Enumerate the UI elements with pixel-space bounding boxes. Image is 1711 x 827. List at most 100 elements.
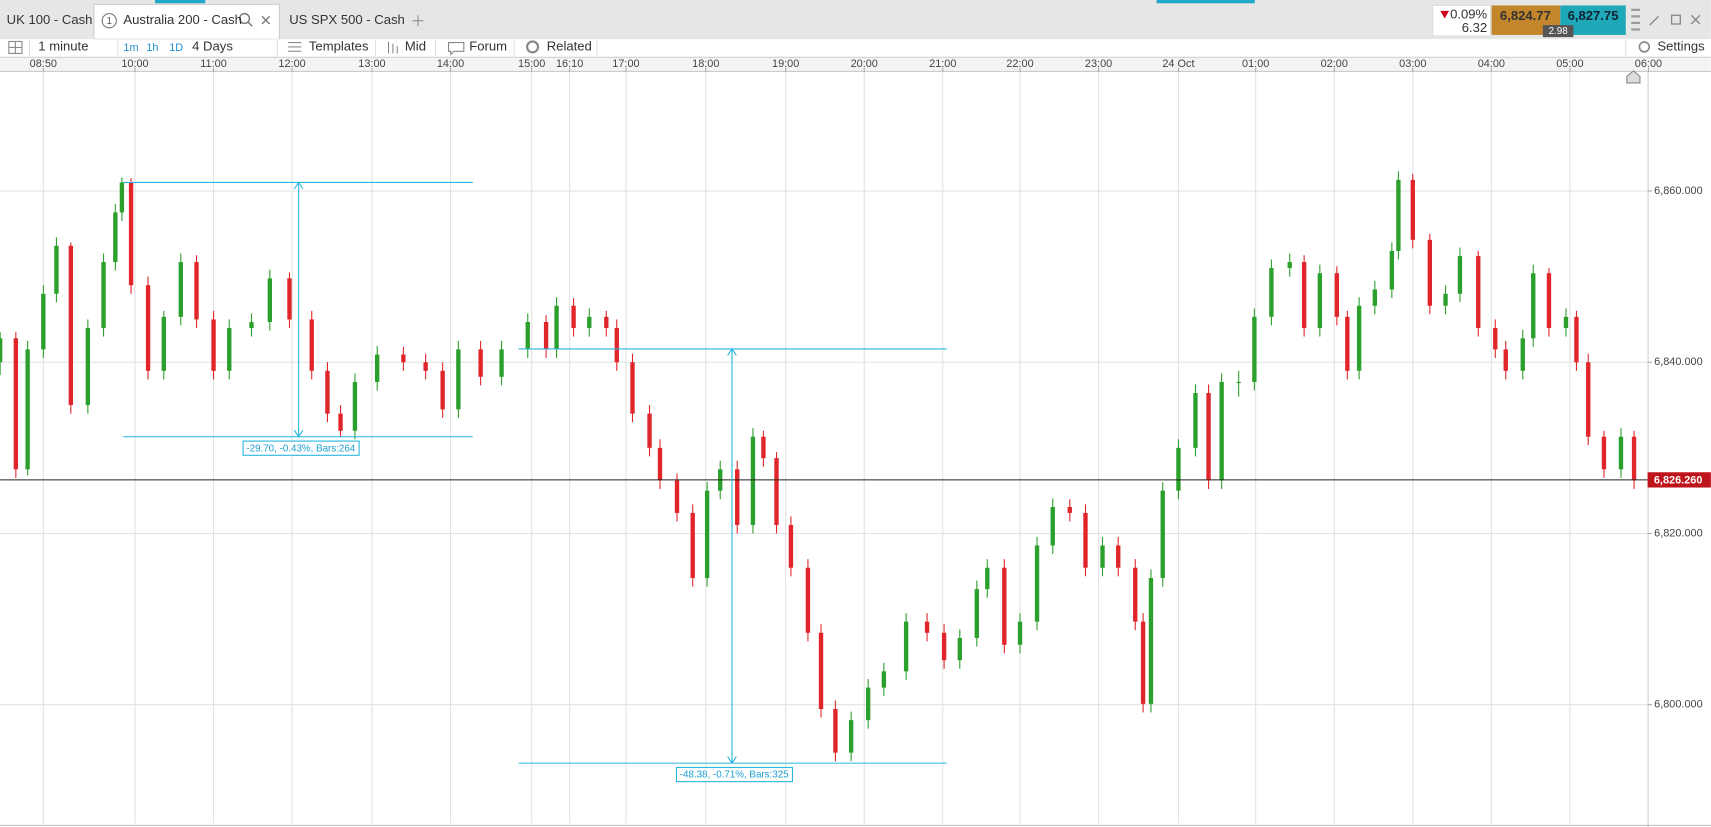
sell-price[interactable]: 6,824.77 xyxy=(1500,8,1551,23)
candle-body xyxy=(1100,545,1105,568)
candle-body xyxy=(101,262,106,329)
candle-body xyxy=(1503,349,1508,371)
candle-body xyxy=(1160,490,1165,579)
candle-body xyxy=(1601,436,1607,470)
scroll-home[interactable] xyxy=(1626,70,1641,84)
scroll-handles xyxy=(1631,8,1640,31)
candle-body xyxy=(161,316,166,371)
candle-body xyxy=(554,305,559,350)
candle-body xyxy=(1410,179,1415,240)
candle-body xyxy=(1219,381,1224,481)
x-tick-label: 03:00 xyxy=(1399,58,1426,70)
candle-body xyxy=(1317,273,1323,329)
window-controls[interactable] xyxy=(1649,14,1701,26)
layout-icon[interactable] xyxy=(8,40,23,55)
related-icon[interactable] xyxy=(526,40,540,54)
candle-body xyxy=(1618,436,1624,470)
toolbar-button[interactable]: Related xyxy=(547,38,592,53)
tab-badge-ring xyxy=(101,13,117,29)
candle-body xyxy=(85,328,91,406)
x-tick-label: 18:00 xyxy=(692,58,719,70)
candle-body xyxy=(1457,256,1463,294)
x-tick-label: 05:00 xyxy=(1556,58,1583,70)
candle-body xyxy=(614,328,619,363)
candle-body xyxy=(1427,239,1432,306)
settings[interactable]: Settings xyxy=(1657,38,1705,53)
candle-body xyxy=(1002,567,1007,645)
x-tick-label: 06:00 xyxy=(1635,58,1662,70)
candle-body xyxy=(456,349,461,410)
candle-body xyxy=(1443,293,1448,306)
down-arrow xyxy=(1440,10,1450,19)
buy-price[interactable]: 6,827.75 xyxy=(1568,8,1619,23)
candle-body xyxy=(113,212,118,263)
settings-icon[interactable] xyxy=(1638,41,1651,53)
candle-body xyxy=(1206,393,1211,481)
candle-body xyxy=(309,319,314,371)
period[interactable]: 1h xyxy=(146,42,158,54)
candle-body xyxy=(657,447,663,481)
x-tick-label: 02:00 xyxy=(1321,58,1348,70)
range[interactable]: 4 Days xyxy=(192,38,233,53)
candle-body xyxy=(267,278,273,323)
tab-accent xyxy=(155,0,206,4)
candle-body xyxy=(805,567,811,633)
plot: 6,826.260 -29.70, -0.43%, Bars:264 -48.38,… xyxy=(0,171,1711,783)
candle-body xyxy=(1476,256,1481,329)
tab-accent xyxy=(1156,0,1255,4)
candle-body xyxy=(440,370,445,410)
candle-body xyxy=(1116,545,1121,568)
toolbar-button[interactable]: Forum xyxy=(469,38,507,53)
candle-body xyxy=(1287,262,1292,269)
toolbar-button[interactable]: Mid xyxy=(405,38,426,53)
candle-body xyxy=(525,322,530,350)
candle-body xyxy=(1050,506,1055,546)
candle-body xyxy=(13,338,19,470)
period[interactable]: 1D xyxy=(169,42,183,54)
measure-label: -29.70, -0.43%, Bars:264 xyxy=(246,443,355,454)
candle-body xyxy=(1269,268,1274,317)
candle-body xyxy=(227,328,232,371)
candle-body xyxy=(1140,621,1146,704)
candle-body xyxy=(974,589,980,638)
candle-body xyxy=(881,671,887,688)
candle-body xyxy=(543,322,549,350)
templates-icon[interactable] xyxy=(288,42,302,52)
candle-body xyxy=(924,621,930,633)
toolbar xyxy=(0,39,1711,57)
y-tick-label: 6,800.000 xyxy=(1654,699,1703,711)
x-tick-label: 08:50 xyxy=(30,58,57,70)
candle-body xyxy=(604,316,609,329)
period[interactable]: 1m xyxy=(123,42,138,54)
candle-body xyxy=(423,362,428,371)
candle-body xyxy=(647,413,652,448)
candle-body xyxy=(941,632,947,661)
add-tab[interactable] xyxy=(412,15,424,27)
quote-change-box xyxy=(1432,4,1492,37)
candle-body xyxy=(630,362,635,414)
close-icon[interactable] xyxy=(261,15,271,25)
spread: 2.98 xyxy=(1549,26,1569,37)
candle-body xyxy=(848,720,854,753)
tab-label[interactable]: US SPX 500 - Cash xyxy=(289,12,405,27)
x-tick-label: 12:00 xyxy=(278,58,305,70)
interval[interactable]: 1 minute xyxy=(38,38,88,53)
measure-label-box xyxy=(675,766,794,783)
mid-icon[interactable] xyxy=(387,41,398,54)
candle-body xyxy=(571,305,576,329)
tab-label[interactable]: UK 100 - Cash xyxy=(7,12,93,27)
candle-body xyxy=(1389,250,1395,290)
tab-label[interactable]: Australia 200 - Cash xyxy=(123,12,242,27)
candle-body xyxy=(211,319,216,371)
x-tick-label: 11:00 xyxy=(200,58,226,70)
x-tick-label: 01:00 xyxy=(1242,58,1269,70)
search-icon[interactable] xyxy=(238,12,253,27)
x-tick-label: 21:00 xyxy=(929,58,956,70)
candle-body xyxy=(1531,273,1536,339)
candle-body xyxy=(478,349,483,377)
forum-icon[interactable] xyxy=(448,42,465,56)
toolbar-button[interactable]: Templates xyxy=(309,38,369,53)
candle-body xyxy=(119,182,125,213)
candle-body xyxy=(338,413,343,431)
